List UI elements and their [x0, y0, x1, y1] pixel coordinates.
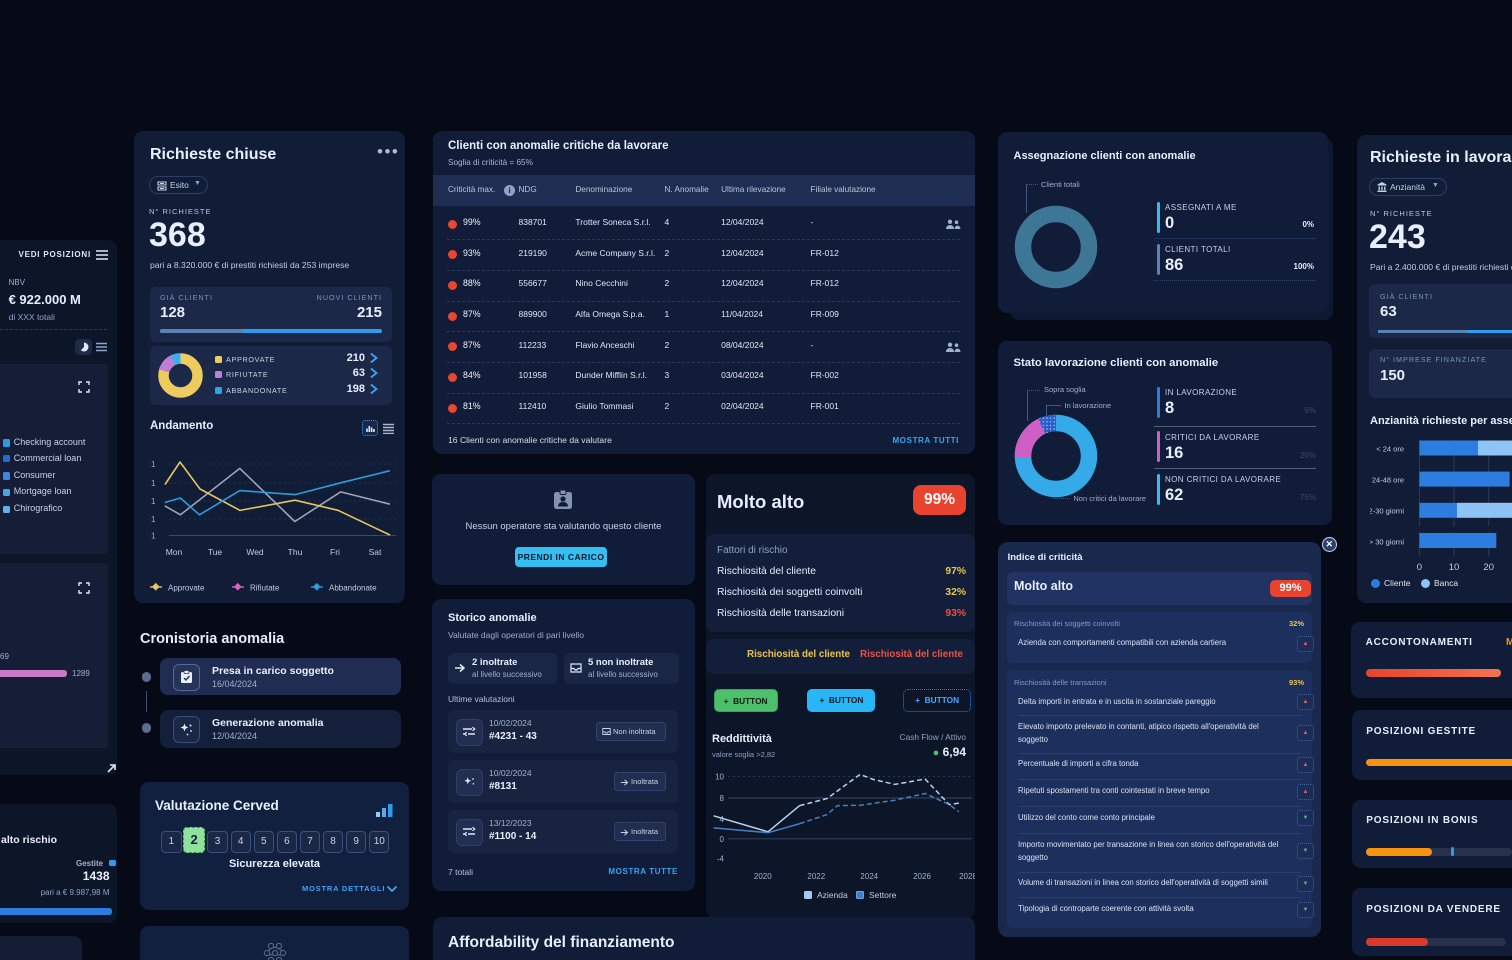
svg-text:Approvate: Approvate [168, 584, 205, 593]
svg-text:10: 10 [715, 773, 724, 782]
svg-text:Thu: Thu [288, 547, 303, 557]
svg-text:Wed: Wed [246, 547, 264, 557]
svg-text:Abbandonate: Abbandonate [329, 584, 377, 593]
svg-text:> 30 giorni: > 30 giorni [1370, 538, 1404, 547]
svg-text:1: 1 [151, 460, 156, 469]
svg-text:8: 8 [720, 794, 725, 803]
svg-text:1: 1 [151, 532, 156, 541]
svg-text:0: 0 [1417, 562, 1422, 573]
svg-text:2028: 2028 [959, 872, 975, 881]
svg-text:Fri: Fri [330, 547, 340, 557]
svg-text:> 30 giorni: > 30 giorni [1370, 538, 1404, 541]
svg-text:24-48 ore: 24-48 ore [1372, 476, 1404, 485]
svg-text:1: 1 [151, 515, 156, 524]
svg-text:2-30 giorni: 2-30 giorni [1370, 507, 1404, 516]
svg-text:2022: 2022 [807, 872, 825, 881]
svg-text:20: 20 [1483, 562, 1494, 573]
svg-text:4: 4 [720, 815, 725, 824]
svg-text:Tue: Tue [208, 547, 223, 557]
svg-text:Rifiutate: Rifiutate [250, 584, 280, 593]
svg-text:2024: 2024 [860, 872, 878, 881]
svg-text:Mon: Mon [166, 547, 183, 557]
svg-text:< 24 ore: < 24 ore [1376, 445, 1404, 454]
svg-text:1: 1 [151, 497, 156, 506]
svg-text:0: 0 [720, 835, 725, 844]
svg-text:2026: 2026 [913, 872, 931, 881]
svg-text:10: 10 [1449, 562, 1460, 573]
svg-text:1: 1 [151, 479, 156, 488]
svg-text:-4: -4 [717, 855, 725, 864]
svg-text:2020: 2020 [754, 872, 772, 881]
svg-text:Sat: Sat [369, 547, 382, 557]
